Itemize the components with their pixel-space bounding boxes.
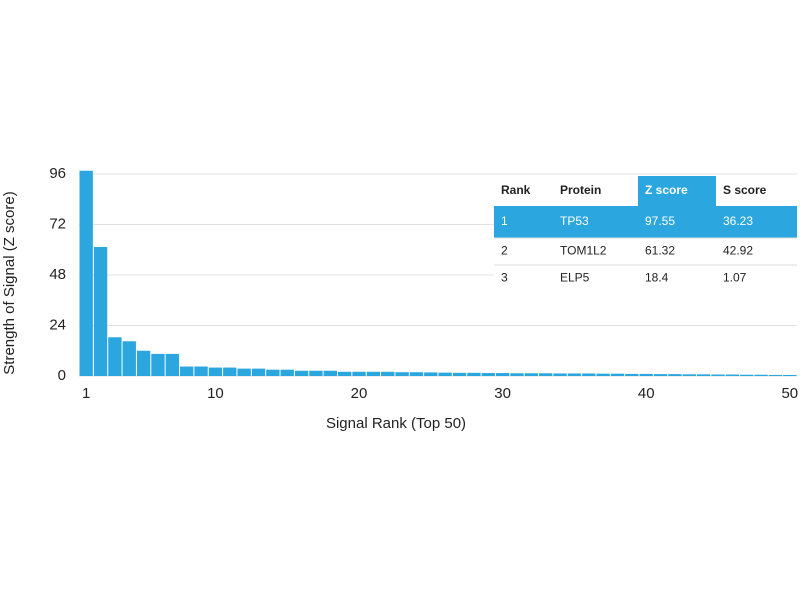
bar <box>93 246 108 376</box>
bar <box>467 372 481 376</box>
bar <box>682 374 696 376</box>
table-header: Protein <box>560 183 601 197</box>
bar <box>524 373 539 376</box>
bar <box>452 372 467 376</box>
bar <box>754 374 768 376</box>
bar <box>151 353 165 376</box>
y-tick-label: 24 <box>49 316 66 333</box>
bar <box>294 370 309 376</box>
bar <box>725 374 740 376</box>
x-axis-title: Signal Rank (Top 50) <box>326 415 466 432</box>
x-tick-label: 30 <box>494 385 511 402</box>
bar <box>309 370 323 376</box>
bar <box>495 373 510 376</box>
row-highlight <box>494 206 797 238</box>
bar <box>625 373 639 376</box>
table-cell: 1.07 <box>723 271 747 285</box>
bar <box>711 374 725 376</box>
bar <box>639 373 653 376</box>
y-tick-label: 96 <box>49 165 66 182</box>
bar <box>696 374 711 376</box>
bar <box>165 353 180 376</box>
y-tick-label: 48 <box>49 266 66 283</box>
table-cell: ELP5 <box>560 271 590 285</box>
bar <box>79 170 93 376</box>
bar <box>122 341 136 376</box>
bar <box>323 370 337 376</box>
table-cell: 2 <box>501 244 508 258</box>
bar <box>567 373 582 376</box>
bar <box>251 368 266 376</box>
bar <box>266 369 280 376</box>
bar <box>582 373 596 376</box>
table-cell: 36.23 <box>723 214 753 228</box>
table-cell: 1 <box>501 214 508 228</box>
bar <box>180 366 194 376</box>
table-cell: 18.4 <box>645 271 669 285</box>
bar <box>424 372 438 376</box>
bar <box>481 373 495 376</box>
bar <box>668 374 682 376</box>
bar <box>194 366 208 376</box>
bar <box>539 373 553 376</box>
bar <box>438 372 452 376</box>
bar <box>352 371 366 376</box>
bar <box>653 374 668 376</box>
table-header: Z score <box>645 183 688 197</box>
table-cell: 97.55 <box>645 214 675 228</box>
bar <box>409 372 424 376</box>
table-header: S score <box>723 183 767 197</box>
table-cell: 61.32 <box>645 244 675 258</box>
bar <box>136 350 151 376</box>
bar <box>237 368 251 376</box>
table-cell: TP53 <box>560 214 589 228</box>
table-header: Rank <box>501 183 531 197</box>
x-tick-label: 20 <box>351 385 368 402</box>
bar <box>395 372 409 376</box>
y-axis-title: Strength of Signal (Z score) <box>1 191 18 374</box>
table-cell: 42.92 <box>723 244 753 258</box>
bar <box>768 374 783 376</box>
y-tick-label: 72 <box>49 215 66 232</box>
x-tick-label: 40 <box>638 385 655 402</box>
header-highlight <box>638 176 716 206</box>
bar <box>337 371 352 376</box>
x-tick-label: 10 <box>207 385 224 402</box>
bar <box>596 373 610 376</box>
bar <box>208 367 223 376</box>
bar <box>783 374 797 376</box>
bar <box>108 337 122 376</box>
bar <box>740 374 754 376</box>
bar <box>381 371 395 376</box>
x-tick-label: 50 <box>781 385 798 402</box>
bar <box>610 373 625 376</box>
bar <box>280 369 294 376</box>
y-tick-label: 0 <box>58 367 66 384</box>
x-tick-label: 1 <box>82 385 90 402</box>
bar <box>366 371 381 376</box>
bar <box>510 373 524 376</box>
table-cell: TOM1L2 <box>560 244 607 258</box>
bar <box>223 367 237 376</box>
bar <box>553 373 567 376</box>
table-cell: 3 <box>501 271 508 285</box>
